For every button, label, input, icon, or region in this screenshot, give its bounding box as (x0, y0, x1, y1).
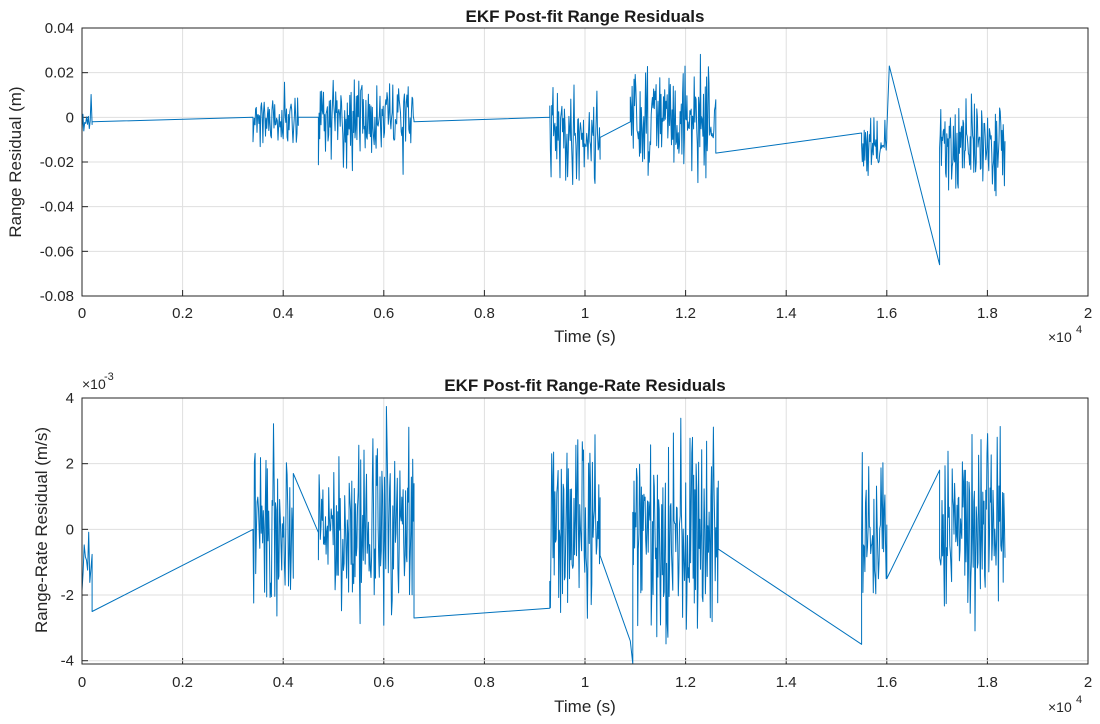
y-tick-label: 2 (66, 456, 74, 473)
x-tick-label: 0.4 (273, 674, 294, 691)
y-exponent-power-range-rate: -3 (104, 371, 114, 383)
x-tick-label: 0.2 (172, 674, 193, 691)
range-residual-plot: 0 0.2 0.4 0.6 0.8 1 1.2 1.4 1.6 1.8 2 0.040.020-0.… (6, 7, 1092, 346)
y-tick-label: 0.02 (45, 65, 74, 82)
x-tick-label: 1.8 (977, 305, 998, 322)
x-exponent-range-rate: ×10 4 (1048, 694, 1082, 715)
x-tick-label: 1.6 (876, 305, 897, 322)
y-tick-label: -4 (61, 653, 74, 670)
plot-frame-range-rate (81, 397, 1089, 665)
x-tick-label: 0.6 (373, 305, 394, 322)
y-tick-labels-range-rate: 4 2 0 -2 -4 (61, 390, 74, 670)
x-tick-label: 1 (581, 305, 589, 322)
y-tick-label: 0 (66, 521, 74, 538)
x-tick-label: 1.4 (776, 674, 797, 691)
x-tick-label: 2 (1084, 305, 1092, 322)
series-line-range (81, 53, 1006, 266)
y-tick-label: -0.04 (40, 199, 74, 216)
y-tick-labels-range: 0.04 0.02 0 -0.02 -0.04 -0.06 -0.08 (40, 20, 74, 305)
x-tick-label: 0 (78, 674, 86, 691)
x-tick-label: 1 (581, 674, 589, 691)
x-tick-label: 0.8 (474, 305, 495, 322)
x-axis-label-range: Time (s) (554, 327, 616, 346)
x-tick-label: 0 (78, 305, 86, 322)
range-rate-residual-plot: 0 0.2 0.4 0.6 0.8 1 1.2 1.4 1.6 1.8 2 420-2-4 EKF … (32, 371, 1092, 716)
x-tick-label: 0.6 (373, 674, 394, 691)
x-exponent-power-range: 4 (1076, 324, 1082, 336)
y-axis-label-range-rate: Range-Rate Residual (m/s) (32, 427, 51, 633)
x-exponent-base-range: ×10 (1048, 329, 1072, 345)
x-tick-label: 1.8 (977, 674, 998, 691)
y-tick-label: 4 (66, 390, 74, 407)
y-tick-label: 0.04 (45, 20, 74, 37)
y-axis-label-range: Range Residual (m) (6, 86, 25, 237)
x-tick-label: 0.8 (474, 674, 495, 691)
chart-title-range-rate: EKF Post-fit Range-Rate Residuals (444, 376, 726, 395)
y-tick-label: -0.08 (40, 288, 74, 305)
y-tick-label: -0.06 (40, 243, 74, 260)
x-exponent-range: ×10 4 (1048, 324, 1082, 345)
x-tick-label: 0.4 (273, 305, 294, 322)
x-tick-label: 2 (1084, 674, 1092, 691)
y-tick-label: -2 (61, 587, 74, 604)
x-tick-labels-range: 0 0.2 0.4 0.6 0.8 1 1.2 1.4 1.6 1.8 2 (78, 305, 1092, 322)
x-tick-label: 1.2 (675, 305, 696, 322)
x-exponent-base-range-rate: ×10 (1048, 699, 1072, 715)
range-residual-series (81, 53, 1006, 266)
x-tick-label: 1.2 (675, 674, 696, 691)
x-tick-label: 1.4 (776, 305, 797, 322)
x-tick-label: 0.2 (172, 305, 193, 322)
y-tick-label: -0.02 (40, 154, 74, 171)
y-tick-label: 0 (66, 109, 74, 126)
x-tick-labels-range-rate: 0 0.2 0.4 0.6 0.8 1 1.2 1.4 1.6 1.8 2 (78, 674, 1092, 691)
y-exponent-base-range-rate: ×10 (82, 376, 106, 392)
plot-frame-range (81, 27, 1089, 297)
x-exponent-power-range-rate: 4 (1076, 694, 1082, 706)
x-axis-label-range-rate: Time (s) (554, 697, 616, 716)
chart-title-range: EKF Post-fit Range Residuals (466, 7, 705, 26)
x-tick-label: 1.6 (876, 674, 897, 691)
y-exponent-range-rate: ×10 -3 (82, 371, 114, 392)
range-rate-residual-series (81, 406, 1006, 665)
series-line-range-rate (81, 406, 1006, 665)
